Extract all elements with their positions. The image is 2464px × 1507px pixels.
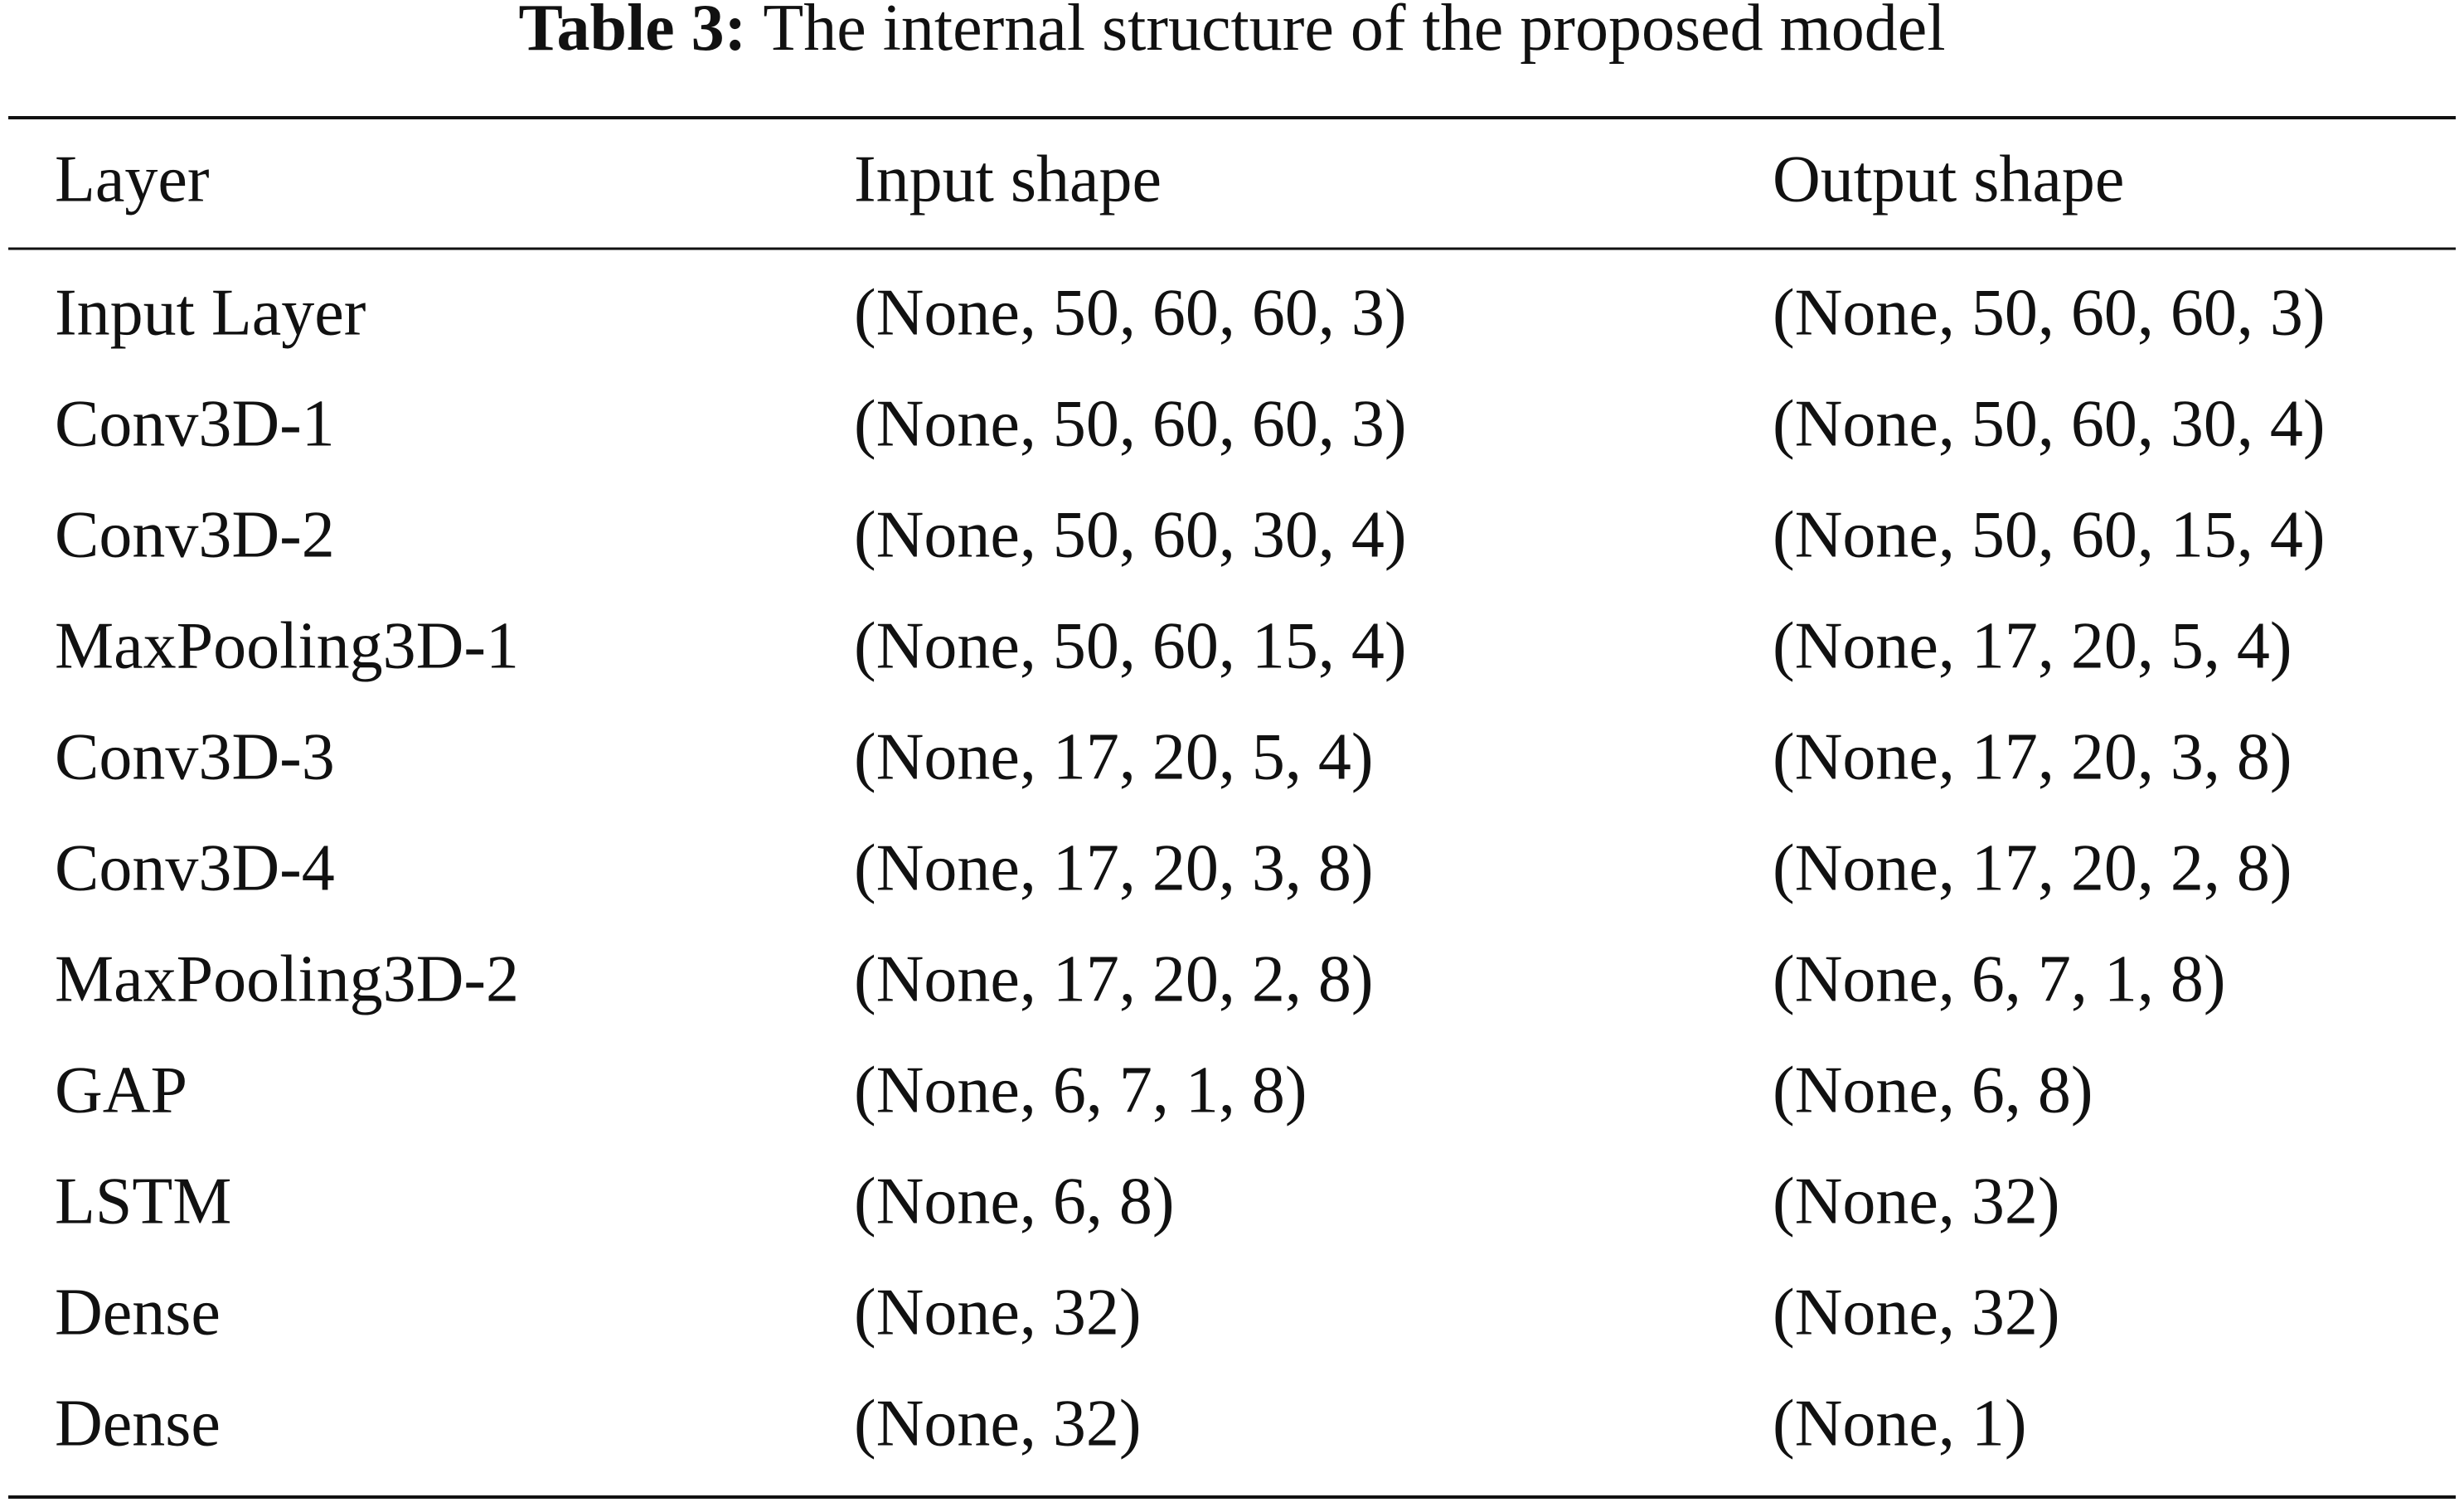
table-cell: (None, 1) xyxy=(1773,1387,2027,1460)
caption-text: The internal structure of the proposed m… xyxy=(763,0,1945,65)
header-cell: Output shape xyxy=(1773,143,2124,216)
table-cell: GAP xyxy=(55,1054,187,1127)
table-cell: Dense xyxy=(55,1276,221,1349)
table-cell: (None, 6, 8) xyxy=(1773,1054,2093,1127)
table-cell: Dense xyxy=(55,1387,221,1460)
table-cell: (None, 6, 8) xyxy=(854,1165,1175,1238)
table-cell: (None, 17, 20, 5, 4) xyxy=(1773,609,2292,682)
header-cell: Input shape xyxy=(854,143,1162,216)
table-cell: (None, 50, 60, 15, 4) xyxy=(854,609,1407,682)
table-cell: (None, 50, 60, 30, 4) xyxy=(854,498,1407,571)
table-cell: Conv3D-1 xyxy=(55,387,335,460)
table-cell: Input Layer xyxy=(55,276,366,349)
table-cell: (None, 6, 7, 1, 8) xyxy=(1773,942,2226,1015)
table-cell: (None, 50, 60, 60, 3) xyxy=(854,276,1407,349)
table-cell: LSTM xyxy=(55,1165,231,1238)
table-cell: MaxPooling3D-1 xyxy=(55,609,519,682)
table-cell: (None, 32) xyxy=(1773,1165,2060,1238)
table-cell: Conv3D-4 xyxy=(55,831,335,904)
table-cell: (None, 17, 20, 2, 8) xyxy=(854,942,1374,1015)
caption-label: Table 3: xyxy=(518,0,746,65)
table-cell: (None, 50, 60, 30, 4) xyxy=(1773,387,2326,460)
table-cell: (None, 6, 7, 1, 8) xyxy=(854,1054,1307,1127)
table-cell: (None, 32) xyxy=(1773,1276,2060,1349)
table-cell: (None, 50, 60, 60, 3) xyxy=(854,387,1407,460)
table-cell: Conv3D-3 xyxy=(55,720,335,793)
table-cell: (None, 17, 20, 3, 8) xyxy=(1773,720,2292,793)
table-cell: (None, 17, 20, 2, 8) xyxy=(1773,831,2292,904)
table-cell: (None, 17, 20, 3, 8) xyxy=(854,831,1374,904)
table-cell: (None, 50, 60, 60, 3) xyxy=(1773,276,2326,349)
header-cell: Layer xyxy=(55,143,210,216)
caption: Table 3: The internal structure of the pr… xyxy=(518,0,1945,65)
table-cell: (None, 50, 60, 15, 4) xyxy=(1773,498,2326,571)
table-cell: Conv3D-2 xyxy=(55,498,335,571)
table-cell: MaxPooling3D-2 xyxy=(55,942,519,1015)
table-cell: (None, 32) xyxy=(854,1276,1142,1349)
table-cell: (None, 17, 20, 5, 4) xyxy=(854,720,1374,793)
table-cell: (None, 32) xyxy=(854,1387,1142,1460)
